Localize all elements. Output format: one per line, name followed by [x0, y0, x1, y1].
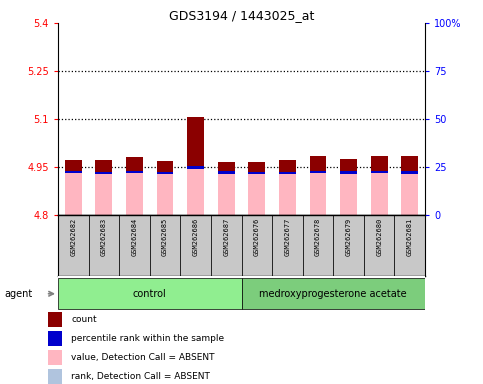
Bar [156, 161, 173, 215]
Bar [340, 171, 357, 174]
Title: GDS3194 / 1443025_at: GDS3194 / 1443025_at [169, 9, 314, 22]
Bar [211, 215, 242, 276]
Bar [218, 162, 235, 174]
Bar [96, 172, 112, 174]
Text: GSM262678: GSM262678 [315, 218, 321, 257]
Bar [401, 171, 418, 174]
Bar [218, 171, 235, 174]
Bar [65, 160, 82, 174]
Bar [88, 215, 119, 276]
Bar [371, 157, 387, 174]
Bar [340, 159, 357, 174]
Text: percentile rank within the sample: percentile rank within the sample [71, 334, 224, 343]
Text: rank, Detection Call = ABSENT: rank, Detection Call = ABSENT [71, 372, 210, 381]
Bar [47, 331, 62, 346]
Text: GSM262677: GSM262677 [284, 218, 290, 257]
Bar [310, 171, 327, 174]
Bar [218, 162, 235, 215]
Bar [65, 171, 82, 174]
Bar [401, 171, 418, 174]
Bar [96, 172, 112, 174]
Text: agent: agent [5, 289, 33, 299]
Bar [401, 156, 418, 174]
Bar [371, 157, 387, 215]
Text: GSM262687: GSM262687 [223, 218, 229, 257]
Bar [310, 157, 327, 215]
Bar [333, 215, 364, 276]
Bar [65, 160, 82, 215]
Bar [279, 172, 296, 174]
Bar [96, 160, 112, 215]
Bar [47, 313, 62, 327]
Bar [126, 170, 143, 173]
Bar [340, 171, 357, 174]
Text: control: control [133, 289, 167, 299]
Bar [242, 215, 272, 276]
Text: value, Detection Call = ABSENT: value, Detection Call = ABSENT [71, 353, 215, 362]
Bar [340, 159, 357, 215]
Bar [187, 118, 204, 169]
Bar [248, 172, 265, 174]
Bar [96, 160, 112, 174]
Bar [279, 160, 296, 174]
Text: medroxyprogesterone acetate: medroxyprogesterone acetate [259, 289, 407, 299]
Bar [279, 160, 296, 215]
Text: GSM262683: GSM262683 [101, 218, 107, 257]
Bar [310, 157, 327, 174]
Text: GSM262684: GSM262684 [131, 218, 138, 257]
Bar [47, 369, 62, 384]
Bar [47, 351, 62, 365]
Bar [248, 162, 265, 215]
Bar [248, 172, 265, 174]
Bar [180, 215, 211, 276]
Bar [150, 215, 180, 276]
Bar [242, 278, 425, 310]
Bar [156, 172, 173, 174]
Text: GSM262686: GSM262686 [193, 218, 199, 257]
Bar [156, 161, 173, 174]
Bar [401, 156, 418, 215]
Text: GSM262680: GSM262680 [376, 218, 382, 257]
Bar [187, 118, 204, 215]
Bar [272, 215, 303, 276]
Text: count: count [71, 315, 97, 324]
Bar [126, 157, 143, 173]
Bar [187, 166, 204, 169]
Bar [119, 215, 150, 276]
Bar [58, 215, 88, 276]
Bar [371, 171, 387, 174]
Bar [65, 171, 82, 174]
Text: GSM262685: GSM262685 [162, 218, 168, 257]
Bar [310, 171, 327, 174]
Text: GSM262676: GSM262676 [254, 218, 260, 257]
Bar [371, 171, 387, 174]
Bar [126, 170, 143, 173]
Bar [58, 278, 242, 310]
Text: GSM262682: GSM262682 [70, 218, 76, 257]
Bar [303, 215, 333, 276]
Bar [279, 172, 296, 174]
Bar [187, 166, 204, 169]
Bar [156, 172, 173, 174]
Bar [218, 171, 235, 174]
Bar [364, 215, 395, 276]
Bar [395, 215, 425, 276]
Bar [126, 157, 143, 215]
Text: GSM262681: GSM262681 [407, 218, 413, 257]
Text: GSM262679: GSM262679 [345, 218, 352, 257]
Bar [248, 162, 265, 174]
